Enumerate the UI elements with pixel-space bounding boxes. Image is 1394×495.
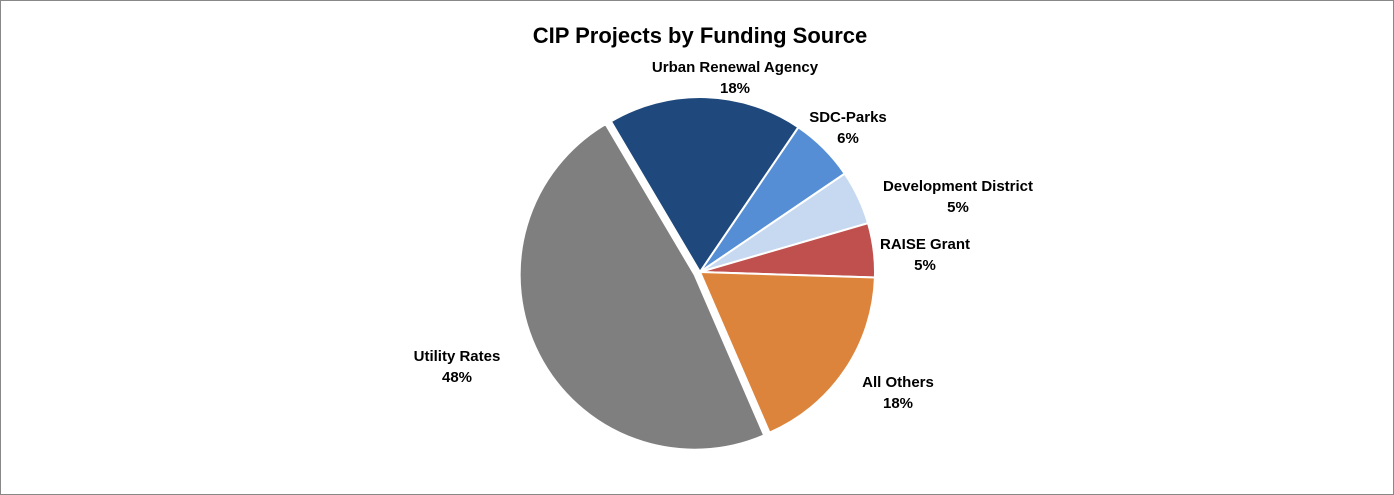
slice-value-label: 18% <box>720 80 750 97</box>
slice-label: Urban Renewal Agency <box>652 59 819 76</box>
slice-value-label: 18% <box>883 395 913 412</box>
pie-slice <box>609 96 800 274</box>
chart-title: CIP Projects by Funding Source <box>533 23 868 48</box>
slice-label: SDC-Parks <box>809 109 887 126</box>
slice-value-label: 5% <box>947 199 969 216</box>
slice-value-label: 48% <box>442 369 472 386</box>
slice-label: RAISE Grant <box>880 236 970 253</box>
slice-label: Development District <box>883 178 1033 195</box>
pie-slice <box>698 270 876 434</box>
slice-value-label: 5% <box>914 257 936 274</box>
slice-label: Utility Rates <box>414 348 501 365</box>
pie-slice <box>518 122 766 451</box>
slice-value-label: 6% <box>837 130 859 147</box>
slice-label: All Others <box>862 374 934 391</box>
